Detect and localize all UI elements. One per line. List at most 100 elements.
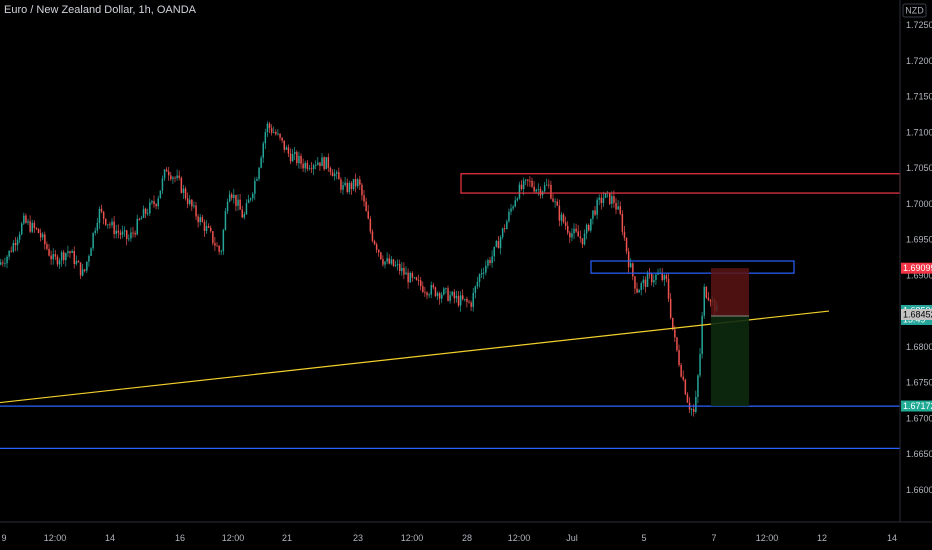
candle-body [365, 201, 367, 212]
candle-body [96, 222, 99, 231]
candle-body [604, 192, 607, 198]
candle-body [373, 240, 376, 245]
candle-body [396, 263, 399, 265]
x-tick-label: 23 [353, 533, 363, 543]
candle-body [357, 179, 359, 187]
candle-body [632, 263, 634, 277]
candle-body [123, 230, 126, 232]
candle-body [619, 206, 621, 214]
candle-body [33, 222, 36, 228]
candle-body [558, 205, 561, 221]
candle-body [111, 221, 113, 226]
candle-body [661, 273, 663, 281]
resistance-zone-lower [590, 260, 795, 274]
candle-body [674, 329, 676, 338]
candle-body [705, 286, 708, 298]
candle-body [382, 258, 384, 265]
candle-body [573, 228, 575, 234]
candle-body [581, 238, 584, 245]
candle-body [348, 182, 351, 192]
candle-body [331, 172, 334, 177]
candle-body [462, 295, 464, 300]
candle-body [449, 295, 451, 301]
candle-body [401, 267, 403, 272]
candle-body [346, 182, 348, 192]
candle-body [350, 182, 353, 189]
candle-body [329, 167, 332, 173]
candle-body [189, 199, 191, 204]
price-tag: 1.69099 [901, 262, 932, 274]
candle-body [186, 198, 189, 204]
candle-body [588, 225, 590, 231]
candle-body [182, 188, 185, 193]
candle-body [239, 199, 241, 210]
candle-body [245, 203, 248, 215]
candle-body [102, 211, 105, 219]
candle-body [464, 298, 466, 300]
candle-body [621, 213, 624, 232]
candle-body [630, 263, 632, 268]
x-tick-label: 12:00 [401, 533, 424, 543]
candle-body [37, 228, 40, 233]
candle-body [592, 210, 594, 219]
candle-body [52, 254, 54, 260]
candle-body [140, 217, 143, 220]
candle-body [155, 204, 157, 207]
y-tick-label: 1.67000 [906, 413, 932, 423]
candle-body [319, 162, 321, 167]
candle-body [176, 175, 178, 179]
candle-body [455, 295, 458, 299]
candle-body [115, 230, 117, 235]
candle-body [428, 294, 430, 296]
candle-body [693, 409, 695, 412]
candle-body [516, 198, 519, 201]
candle-body [193, 205, 195, 207]
x-tick-label: 14 [887, 533, 897, 543]
candle-body [75, 261, 78, 265]
candle-body [669, 298, 672, 318]
candle-body [375, 244, 378, 250]
candle-body [546, 184, 548, 186]
time-axis: 9 12:00 14 16 12:00 21 23 12:00 28 12:00 Jul 5 7 12:0… [1, 533, 897, 543]
candle-body [386, 258, 388, 262]
candle-body [596, 199, 598, 215]
candle-body [415, 277, 418, 280]
candle-body [65, 253, 67, 261]
candle-body [438, 293, 441, 299]
candle-body [27, 221, 29, 223]
candle-body [680, 365, 682, 377]
position-stop-zone [711, 268, 749, 317]
candle-body [623, 231, 626, 238]
candle-body [636, 288, 638, 293]
y-tick-label: 1.71500 [906, 92, 932, 102]
candle-body [478, 274, 481, 282]
candle-body [249, 198, 252, 200]
candle-body [493, 246, 495, 257]
candle-body [159, 190, 162, 199]
price-tag-bg [901, 262, 932, 274]
candle-body [306, 162, 309, 169]
candle-body [579, 236, 582, 239]
candle-body [327, 157, 330, 168]
candle-body [270, 128, 273, 133]
candle-body [235, 194, 237, 206]
candle-body [531, 180, 533, 187]
candle-body [527, 179, 529, 181]
candle-body [243, 214, 246, 218]
candle-body [184, 188, 187, 199]
currency-badge[interactable]: NZD [902, 3, 927, 18]
candle-body [634, 276, 636, 289]
candle-body [676, 337, 678, 351]
candle-body [577, 231, 579, 237]
chart-title: Euro / New Zealand Dollar, 1h, OANDA [4, 4, 196, 16]
candle-body [638, 289, 640, 293]
candle-body [199, 217, 201, 223]
candle-body [487, 260, 489, 266]
candle-body [153, 201, 155, 205]
candle-body [518, 184, 521, 199]
candle-body [79, 262, 82, 276]
candle-body [560, 214, 563, 221]
candle-body [342, 185, 344, 190]
candle-body [611, 196, 613, 204]
